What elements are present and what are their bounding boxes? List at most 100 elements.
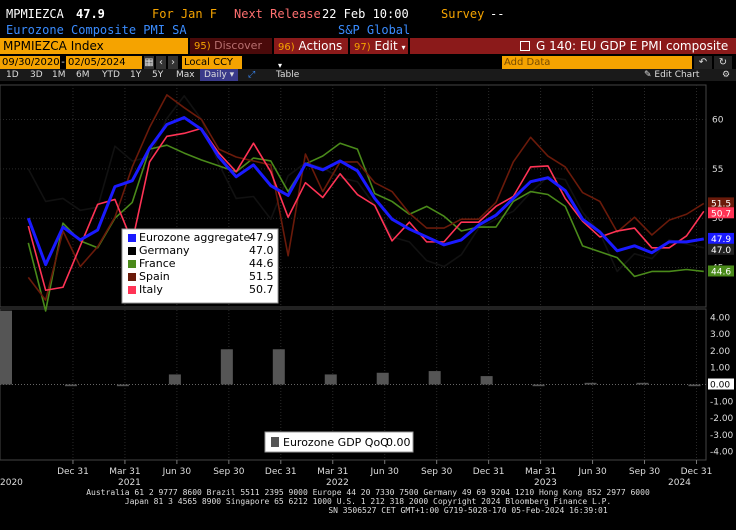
calendar-icon[interactable]: ▦ — [144, 56, 154, 69]
gdp-bar — [428, 371, 441, 385]
legend-label: Spain — [139, 270, 170, 283]
x-tick-label: Dec 31 — [681, 467, 713, 477]
next-release-date: 22 Feb 10:00 — [322, 7, 409, 21]
last-value-tag — [708, 265, 734, 277]
currency-select[interactable]: Local CCY — [182, 56, 242, 69]
last-value-label: 47.0 — [711, 246, 731, 256]
gdp-bar — [480, 376, 493, 385]
table-button[interactable]: Table — [276, 70, 300, 80]
security-header: MPMIEZCA 47.9 For Jan F Next Release 22 … — [0, 0, 736, 22]
x-tick-label: Jun 30 — [577, 467, 607, 477]
series-line-spain — [27, 94, 705, 301]
series-line-germany — [27, 95, 704, 273]
y-tick-label: 50 — [712, 214, 724, 224]
x-year-label: 2024 — [668, 478, 691, 486]
last-value-tag — [708, 243, 734, 255]
gdp-bar — [376, 372, 389, 385]
line-chart-icon[interactable]: ⤢ — [248, 70, 256, 80]
discover-label: Discover — [214, 39, 262, 52]
chevron-down-icon: ▾ — [401, 43, 406, 52]
chart-title: G 140: EU GDP E PMI composite — [536, 39, 729, 53]
next-arrow-icon[interactable]: › — [168, 56, 178, 69]
security-description: Eurozone Composite PMI SA — [6, 23, 187, 37]
range-1m[interactable]: 1M — [52, 70, 66, 80]
range-selector-row: 1D 3D 1M 6M YTD 1Y 5Y Max Daily ▾ ⤢ Table ✎ Edit Ch… — [0, 69, 736, 81]
legend-value: 47.9 — [249, 231, 274, 244]
security-description-row: Eurozone Composite PMI SA S&P Global — [0, 22, 736, 38]
discover-num: 95) — [194, 41, 211, 52]
chart-title-bar: G 140: EU GDP E PMI composite — [410, 38, 736, 54]
series-line-italy — [27, 127, 705, 292]
gear-icon[interactable]: ⚙ — [722, 70, 731, 80]
footer-phone-line-2: Japan 81 3 4565 8900 Singapore 65 6212 1… — [124, 497, 612, 506]
legend-label: Germany — [139, 244, 190, 257]
next-release-label: Next Release — [234, 7, 321, 21]
range-ytd[interactable]: YTD — [102, 70, 120, 80]
date-range-row: 09/30/2020 - 02/05/2024 ▦ ‹ › Local CCY … — [0, 56, 736, 69]
legend-label: Italy — [139, 283, 163, 296]
x-tick-label: Jun 30 — [370, 467, 400, 477]
frequency-select[interactable]: Daily ▾ — [200, 69, 239, 81]
gdp-y-tick-label: -3.00 — [710, 431, 734, 441]
legend-value: 51.5 — [249, 270, 274, 283]
last-value-label: 50.7 — [711, 209, 731, 219]
range-1d[interactable]: 1D — [6, 70, 19, 80]
legend-swatch — [128, 260, 136, 268]
y-tick-label: 55 — [712, 165, 723, 175]
data-source: S&P Global — [338, 23, 411, 37]
footer-session-line: SN 3506527 CET GMT+1:00 G719-5028-170 05… — [328, 506, 608, 515]
x-year-label: 2023 — [534, 478, 557, 486]
edit-chart-button[interactable]: ✎ Edit Chart — [644, 70, 700, 80]
x-year-label: 2021 — [118, 478, 141, 486]
gdp-y-tick-label: -2.00 — [710, 414, 734, 424]
ticker-code: MPMIEZCA — [6, 7, 64, 21]
refresh-icon[interactable]: ↻ — [714, 56, 732, 69]
gdp-legend-label: Eurozone GDP QoQ — [283, 436, 389, 449]
x-tick-label: Mar 31 — [317, 467, 348, 477]
legend-swatch — [128, 247, 136, 255]
range-1y[interactable]: 1Y — [130, 70, 142, 80]
range-5y[interactable]: 5Y — [152, 70, 164, 80]
survey-value: -- — [490, 7, 505, 21]
gdp-y-tick-label: -4.00 — [710, 448, 734, 458]
x-tick-label: Sep 30 — [213, 467, 245, 477]
gdp-legend-box — [264, 431, 414, 453]
legend-value: 47.0 — [249, 244, 274, 257]
toolbar: MPMIEZCA Index 95) Discover 96) Actions … — [0, 38, 736, 70]
gdp-legend-swatch — [271, 437, 279, 447]
last-value: 47.9 — [76, 7, 105, 21]
footer: Australia 61 2 9777 8600 Brazil 5511 239… — [0, 486, 736, 530]
gdp-y-tick-label: 3.00 — [710, 330, 730, 340]
x-year-label: 2020 — [0, 478, 23, 486]
gdp-bar — [636, 382, 649, 385]
gdp-bar — [168, 374, 181, 385]
undo-icon[interactable]: ↶ — [694, 56, 712, 69]
gdp-y-tick-label: 4.00 — [710, 313, 730, 323]
x-tick-label: Mar 31 — [525, 467, 556, 477]
actions-button[interactable]: 96) Actions ▾ — [274, 38, 348, 70]
start-date-input[interactable]: 09/30/2020 — [0, 56, 60, 69]
range-max[interactable]: Max — [176, 70, 195, 80]
gdp-y-tick-label: 2.00 — [710, 347, 730, 357]
edit-label: Edit — [374, 39, 398, 53]
prev-arrow-icon[interactable]: ‹ — [156, 56, 166, 69]
security-input[interactable]: MPMIEZCA Index — [0, 38, 188, 54]
discover-button[interactable]: 95) Discover — [190, 38, 272, 54]
legend-value: 50.7 — [249, 283, 274, 296]
x-tick-label: Dec 31 — [57, 467, 89, 477]
edit-button[interactable]: 97) Edit ▾ — [350, 38, 408, 54]
legend-swatch — [128, 286, 136, 294]
gdp-bar — [584, 382, 597, 385]
gdp-bar-first — [0, 310, 12, 385]
add-data-input[interactable]: Add Data — [502, 56, 692, 69]
range-6m[interactable]: 6M — [76, 70, 90, 80]
actions-num: 96) — [278, 42, 295, 53]
external-link-icon[interactable] — [520, 41, 530, 51]
x-year-label: 2022 — [326, 478, 349, 486]
legend-swatch — [128, 273, 136, 281]
gdp-legend-value: 0.00 — [386, 436, 411, 449]
range-3d[interactable]: 3D — [30, 70, 43, 80]
last-value-label: 51.5 — [711, 199, 731, 209]
footer-phone-line-1: Australia 61 2 9777 8600 Brazil 5511 239… — [86, 488, 650, 497]
end-date-input[interactable]: 02/05/2024 — [66, 56, 142, 69]
